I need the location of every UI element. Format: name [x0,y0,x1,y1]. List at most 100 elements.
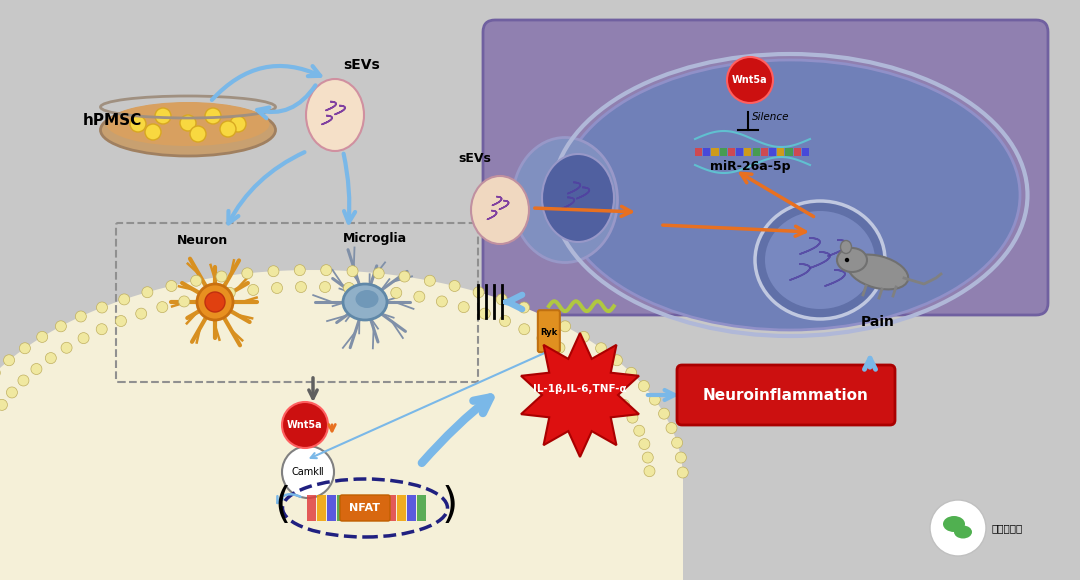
Circle shape [141,287,153,298]
Ellipse shape [561,60,1020,330]
Bar [307,495,316,521]
Circle shape [845,258,849,262]
Circle shape [156,108,171,124]
Text: Pain: Pain [861,315,895,329]
Circle shape [578,331,590,342]
Bar [728,148,735,156]
Circle shape [374,268,384,279]
Circle shape [166,281,177,292]
Circle shape [78,333,89,343]
Circle shape [500,316,511,327]
Bar [744,148,752,156]
Ellipse shape [954,525,972,538]
Bar [397,495,406,521]
Circle shape [569,353,581,364]
Circle shape [119,294,130,305]
Bar [407,495,416,521]
Ellipse shape [943,516,966,532]
FancyBboxPatch shape [483,20,1048,315]
Bar [387,495,396,521]
Bar [703,148,711,156]
Ellipse shape [755,201,885,319]
Circle shape [18,375,29,386]
Circle shape [0,400,8,411]
Polygon shape [521,333,639,457]
Circle shape [930,500,986,556]
Circle shape [19,343,30,354]
Circle shape [649,394,660,405]
Circle shape [282,446,334,498]
Circle shape [611,355,622,366]
Circle shape [627,412,638,423]
Text: CamkⅡ: CamkⅡ [292,467,324,477]
Circle shape [559,321,570,332]
Ellipse shape [471,176,529,244]
Bar [778,148,784,156]
Circle shape [497,294,508,305]
Ellipse shape [513,137,618,263]
Circle shape [518,324,530,335]
Circle shape [554,342,565,353]
Ellipse shape [837,248,867,272]
Text: Silence: Silence [752,112,789,122]
Bar [794,148,800,156]
Circle shape [644,466,654,477]
Circle shape [76,311,86,322]
Bar [801,148,809,156]
Bar [347,495,356,521]
Circle shape [96,302,108,313]
Circle shape [518,302,529,313]
Text: IL-1β,IL-6,TNF-α: IL-1β,IL-6,TNF-α [534,384,626,394]
Circle shape [136,308,147,319]
Bar [753,148,759,156]
Circle shape [62,342,72,353]
Circle shape [6,387,17,398]
Circle shape [436,296,447,307]
Circle shape [584,364,595,375]
Circle shape [3,355,14,366]
Circle shape [130,116,146,132]
Circle shape [296,281,307,292]
Bar [712,148,718,156]
Circle shape [634,425,645,436]
Circle shape [205,292,225,312]
Circle shape [666,423,677,434]
Circle shape [677,467,688,478]
Bar [327,495,336,521]
Bar [337,495,346,521]
Text: Ryk: Ryk [540,328,557,337]
Circle shape [473,287,484,298]
Circle shape [205,108,221,124]
Circle shape [247,284,259,295]
Text: sEVs: sEVs [458,152,491,165]
FancyBboxPatch shape [677,365,895,425]
Circle shape [271,282,283,293]
Text: Neuroinflammation: Neuroinflammation [703,387,869,403]
Circle shape [414,291,424,302]
Circle shape [367,284,378,295]
Circle shape [55,321,66,332]
Circle shape [45,353,56,364]
Ellipse shape [306,79,364,151]
Bar [785,148,793,156]
Circle shape [625,367,637,378]
Text: ): ) [442,485,458,527]
Circle shape [321,264,332,276]
Text: hPMSC: hPMSC [83,113,143,128]
Text: sEVs: sEVs [343,58,380,72]
Ellipse shape [355,290,378,308]
Circle shape [480,308,490,319]
Circle shape [675,452,687,463]
Circle shape [347,266,359,277]
Circle shape [145,124,161,140]
Text: NFAT: NFAT [350,503,380,513]
Circle shape [540,311,551,322]
Circle shape [391,287,402,298]
Circle shape [659,408,670,419]
Circle shape [343,282,354,293]
Circle shape [595,343,607,354]
Bar [719,148,727,156]
Text: 外泌体之家: 外泌体之家 [991,523,1023,533]
Bar [377,495,386,521]
Bar [357,495,366,521]
